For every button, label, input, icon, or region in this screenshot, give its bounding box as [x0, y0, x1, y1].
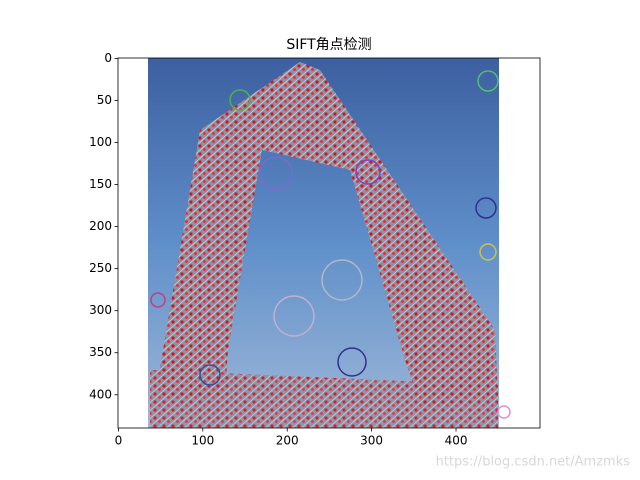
x-tick-label: 0 [115, 434, 123, 448]
y-tick-label: 400 [89, 387, 112, 401]
keypoint-circle [475, 197, 497, 219]
keypoint-circle [273, 295, 315, 337]
y-tick-label: 350 [89, 345, 112, 359]
y-tick-label: 150 [89, 177, 112, 191]
y-tick-label: 200 [89, 219, 112, 233]
y-tick-label: 250 [89, 261, 112, 275]
x-tick-label: 300 [360, 434, 383, 448]
chart-title: SIFT角点检测 [286, 37, 371, 53]
keypoint-circle [497, 405, 511, 419]
building [158, 62, 498, 405]
y-tick-label: 100 [89, 135, 112, 149]
keypoint-circle [337, 347, 367, 377]
axes-frame [117, 57, 541, 429]
keypoint-circle [199, 364, 221, 386]
keypoint-circle [150, 292, 166, 308]
y-tick-label: 0 [104, 51, 112, 65]
keypoint-circle [229, 89, 251, 111]
x-tick-label: 100 [191, 434, 214, 448]
keypoint-circle [477, 70, 499, 92]
y-tick-label: 50 [97, 93, 112, 107]
keypoint-circle [321, 259, 363, 301]
image [118, 58, 540, 428]
watermark: https://blog.csdn.net/Amzmks [436, 455, 631, 470]
base [150, 370, 498, 428]
x-tick-label: 200 [276, 434, 299, 448]
keypoint-circle [355, 159, 381, 185]
y-tick-label: 300 [89, 303, 112, 317]
keypoint-circle [259, 156, 293, 190]
keypoint-circle [479, 243, 497, 261]
x-tick-label: 400 [445, 434, 468, 448]
